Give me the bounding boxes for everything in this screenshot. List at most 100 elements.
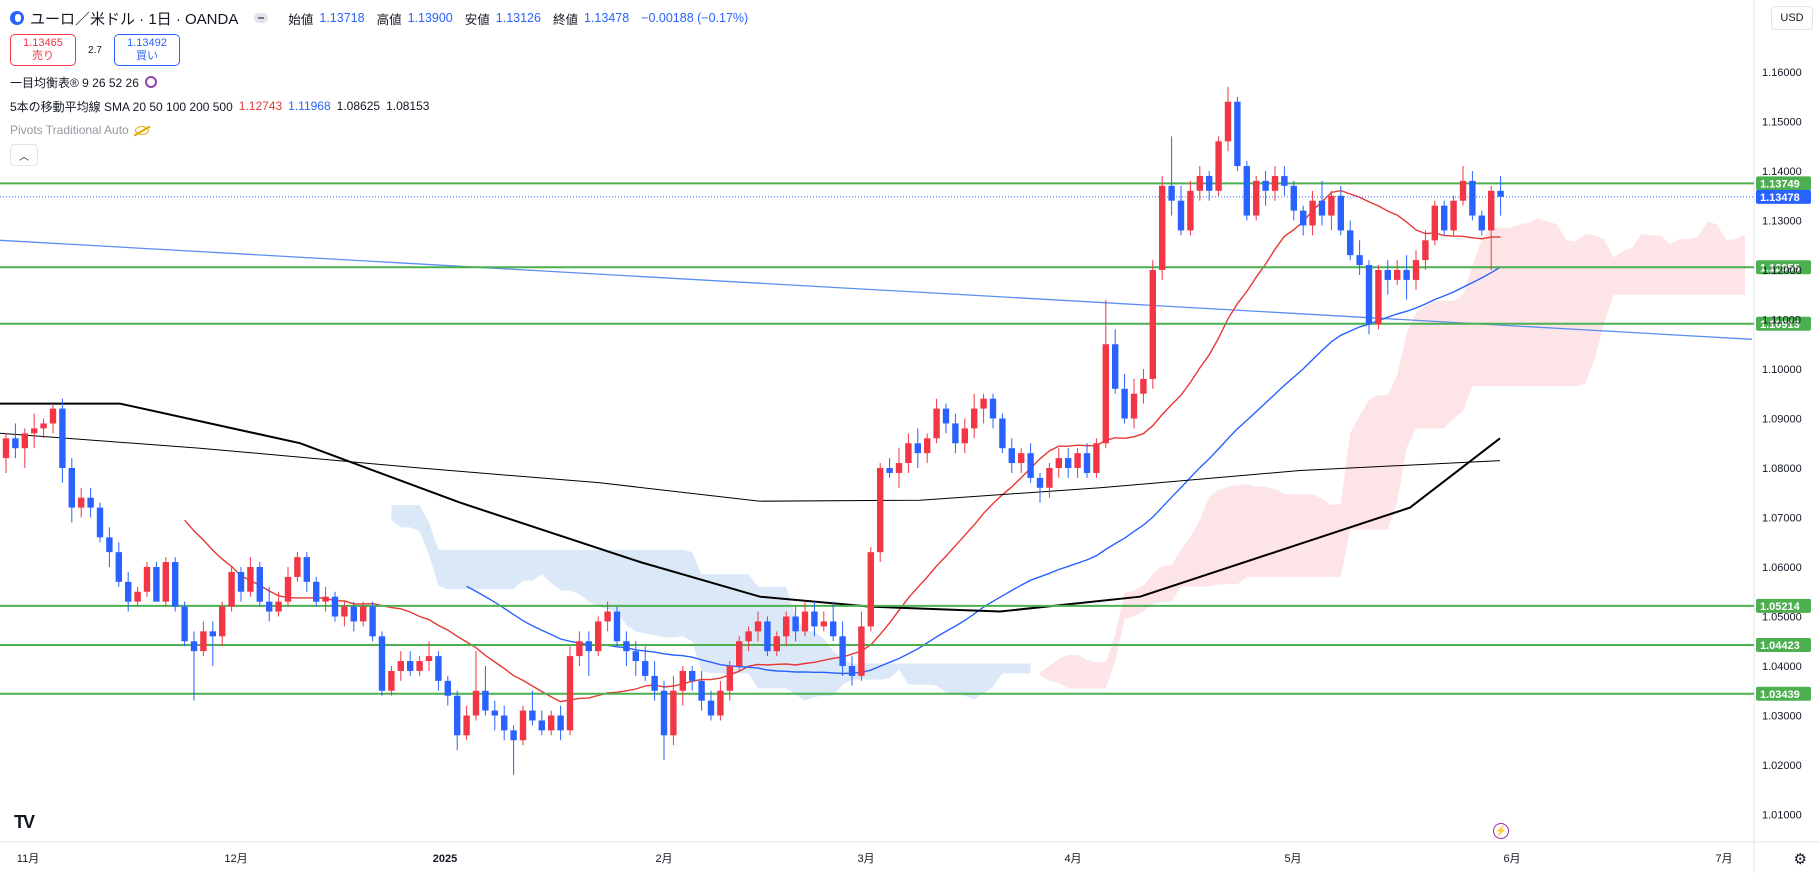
candle-body <box>1356 255 1363 266</box>
candle-body <box>717 690 724 716</box>
candle-body <box>1271 175 1279 191</box>
candle-body <box>623 641 630 652</box>
candle-body <box>1459 180 1467 201</box>
candle-body <box>181 606 188 642</box>
currency-selector[interactable]: USD <box>1771 6 1813 30</box>
candle-body <box>1112 344 1119 389</box>
candle-body <box>971 408 978 429</box>
time-axis[interactable]: 11月 12月 2025 2月 3月 4月 5月 6月 7月 <box>17 853 1733 865</box>
close-label: 終値 <box>552 12 578 27</box>
candle-body <box>237 571 245 592</box>
symbol-row: ユーロ／米ドル · 1日 · OANDA 始値 1.13718 高値 1.13900… <box>10 8 748 28</box>
more-icon[interactable] <box>254 13 269 23</box>
candle-body <box>1478 215 1485 231</box>
price-axis[interactable]: 1.16000 1.15000 1.14000 1.13000 1.12000 1.110… <box>1762 67 1802 822</box>
sell-label: 売り <box>32 50 54 62</box>
candle-body <box>1497 190 1504 197</box>
candle-body <box>491 710 498 716</box>
symbol-title[interactable]: ユーロ／米ドル · 1日 · OANDA <box>30 10 239 28</box>
ichimoku-label: 一目均衡表® 9 26 52 26 <box>10 75 139 90</box>
x-tick-label: 3月 <box>857 853 874 865</box>
candle-body <box>284 576 292 602</box>
level-label: 1.13749 <box>1760 178 1800 190</box>
hidden-eye-icon[interactable] <box>134 125 149 135</box>
candle-body <box>275 601 282 612</box>
candle-body <box>256 567 263 602</box>
candle-body <box>585 641 592 652</box>
candle-body <box>736 641 743 666</box>
candle-body <box>726 666 733 691</box>
candle-body <box>1234 101 1241 167</box>
level-tag <box>1756 598 1811 613</box>
candle-body <box>707 700 715 716</box>
tradingview-logo-icon[interactable]: TV <box>14 812 35 832</box>
candle-body <box>1008 448 1015 464</box>
high-value: 1.13900 <box>407 11 453 25</box>
candle-body <box>1159 185 1166 270</box>
candle-body <box>980 398 987 409</box>
candle-body <box>942 408 950 424</box>
candle-body <box>68 468 75 508</box>
candle-body <box>294 557 301 577</box>
y-tick-label: 1.13000 <box>1762 216 1802 228</box>
sma-value-4: 1.08153 <box>386 99 430 113</box>
candle-body <box>989 398 997 419</box>
candle-body <box>153 567 160 602</box>
candle-body <box>87 497 94 508</box>
level-label: 1.03439 <box>1760 689 1800 701</box>
candle-body <box>895 463 903 473</box>
candle-body <box>745 631 752 642</box>
candle-body <box>219 606 226 637</box>
candle-body <box>961 428 968 444</box>
candle-body <box>1469 180 1476 216</box>
candle-body <box>914 443 921 454</box>
candle-body <box>1384 270 1391 280</box>
bolt-icon[interactable]: ⚡ <box>1493 823 1509 839</box>
pivots-label: Pivots Traditional Auto <box>10 123 129 137</box>
sma-label: 5本の移動平均線 SMA 20 50 100 200 500 <box>10 99 233 114</box>
candle-body <box>190 641 198 652</box>
candle-body <box>1412 260 1420 280</box>
y-tick-label: 1.09000 <box>1762 414 1802 426</box>
horizontal-levels[interactable]: 1.13749 1.12055 1.10913 1.05214 1.04423 1.034… <box>0 176 1811 701</box>
chevron-up-icon: ︿ <box>19 151 29 163</box>
candle-body <box>31 428 38 434</box>
gear-icon[interactable]: ⚙ <box>1793 851 1807 868</box>
candle-body <box>510 730 517 741</box>
candle-body <box>538 720 545 731</box>
buy-label: 買い <box>136 50 158 62</box>
candle-body <box>388 670 395 691</box>
symbol-logo-icon <box>10 11 24 25</box>
buy-button[interactable]: 1.13492 買い <box>114 34 180 66</box>
candle-body <box>1093 443 1100 473</box>
candle-body <box>651 675 658 691</box>
level-tag <box>1756 260 1811 275</box>
candle-body <box>783 616 790 637</box>
candle-body <box>2 438 10 459</box>
collapse-legend-button[interactable]: ︿ <box>10 144 38 166</box>
candle-body <box>1403 270 1410 280</box>
candle-body <box>1074 453 1081 468</box>
candle-body <box>1168 185 1175 201</box>
candle-body <box>1431 205 1438 241</box>
trade-panel: 1.13465 売り 2.7 1.13492 買い <box>10 34 748 66</box>
indicator-sma[interactable]: 5本の移動平均線 SMA 20 50 100 200 500 1.12743 1… <box>10 96 748 116</box>
candle-body <box>670 690 677 736</box>
indicator-pivots[interactable]: Pivots Traditional Auto <box>10 120 748 140</box>
candle-body <box>924 438 931 454</box>
candle-body <box>59 408 66 468</box>
x-tick-label: 2月 <box>655 853 672 865</box>
candle-body <box>660 690 668 736</box>
candle-body <box>867 552 874 627</box>
candle-body <box>425 656 433 662</box>
refresh-icon[interactable] <box>144 76 157 88</box>
indicator-ichimoku[interactable]: 一目均衡表® 9 26 52 26 <box>10 72 748 92</box>
level-tag <box>1756 176 1811 191</box>
candle-body <box>378 636 386 691</box>
candle-body <box>801 611 809 632</box>
level-label: 1.12055 <box>1760 262 1800 274</box>
level-label: 1.04423 <box>1760 640 1800 652</box>
candle-body <box>820 621 827 627</box>
sell-button[interactable]: 1.13465 売り <box>10 34 76 66</box>
